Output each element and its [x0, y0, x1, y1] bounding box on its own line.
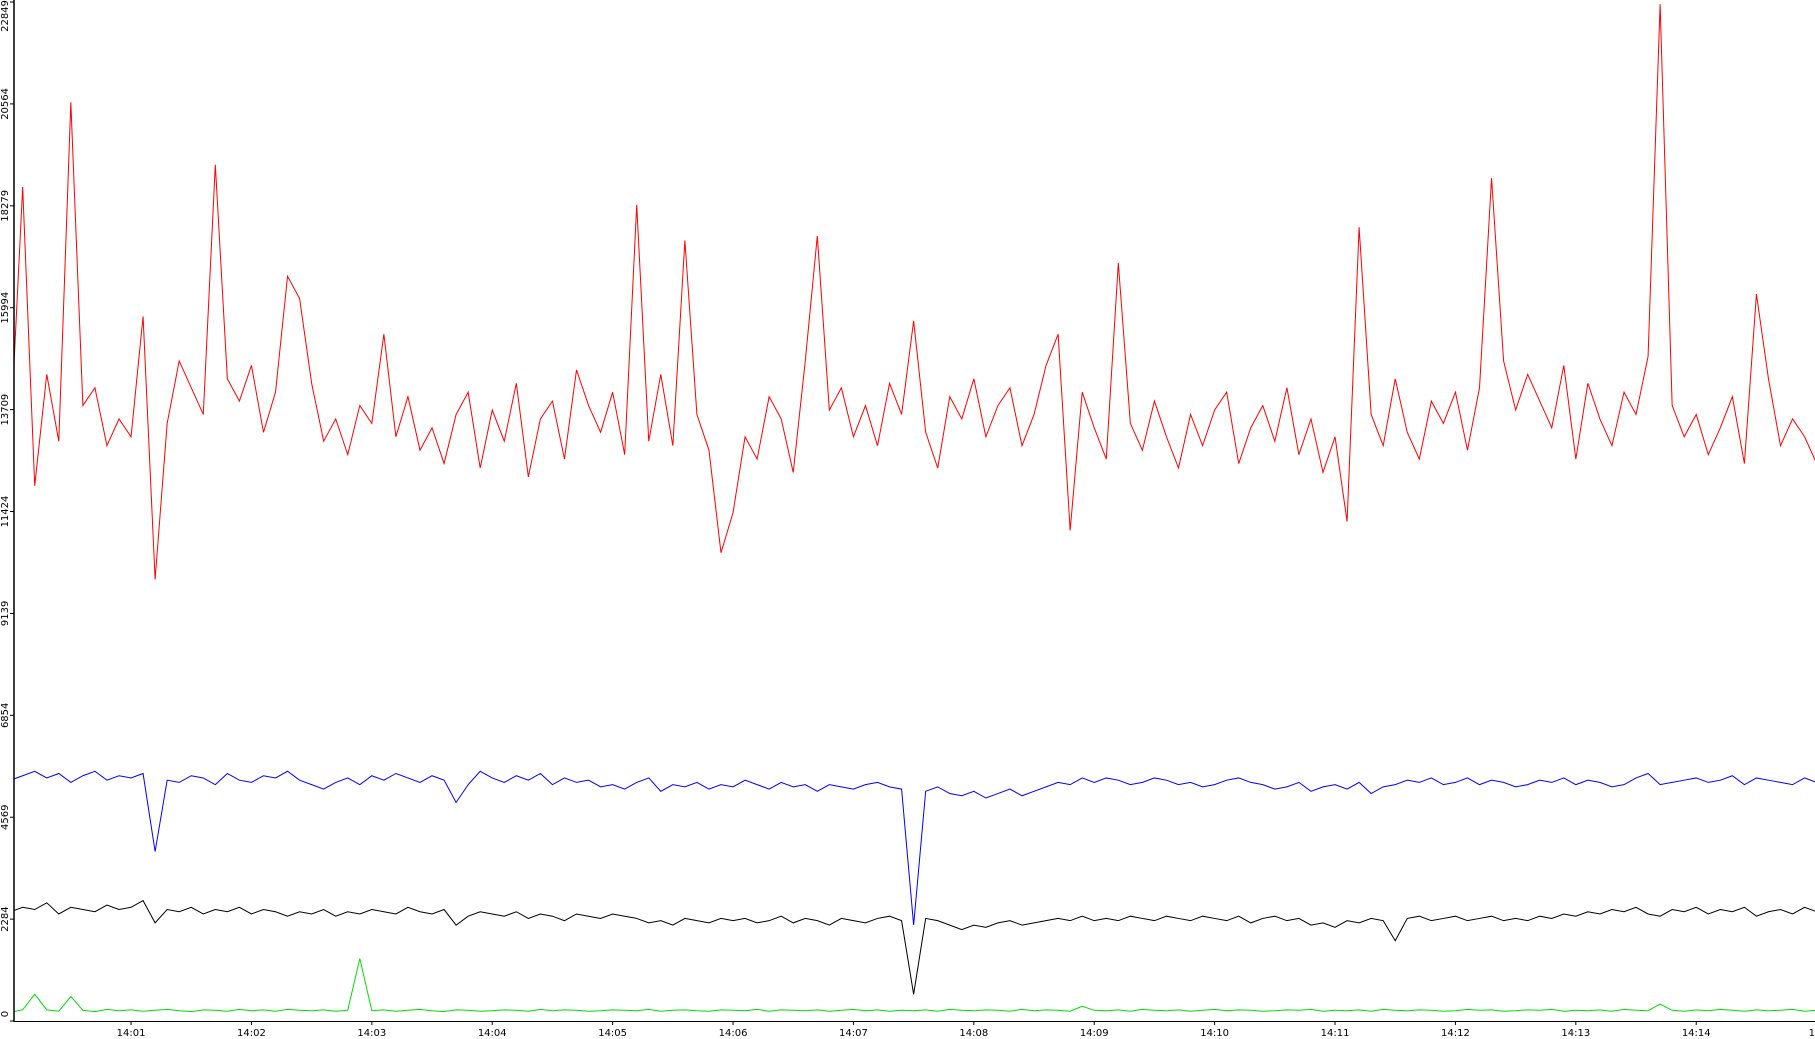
- y-tick-label: 15994: [0, 292, 11, 324]
- x-tick-label: 14:13: [1561, 1028, 1590, 1039]
- series-line: [14, 899, 1815, 995]
- y-tick-label: 18279: [0, 190, 11, 222]
- x-tick-label: 14:10: [1200, 1028, 1229, 1039]
- x-tick-label: 14:11: [1321, 1028, 1350, 1039]
- plot-area: [14, 4, 1815, 1013]
- series-line: [14, 770, 1815, 926]
- x-tick-label: 14:09: [1080, 1028, 1109, 1039]
- y-tick-label: 22849: [0, 0, 11, 32]
- series-line: [14, 4, 1815, 580]
- x-tick-label: 14:14: [1682, 1028, 1711, 1039]
- x-tick-label: 14:07: [839, 1028, 868, 1039]
- x-tick-label: 14:04: [478, 1028, 507, 1039]
- x-tick-label: 14:02: [237, 1028, 266, 1039]
- x-tick-label: 14:05: [598, 1028, 627, 1039]
- y-tick-label: 6854: [0, 703, 11, 728]
- series-line: [14, 958, 1815, 1013]
- y-tick-label: 2284: [0, 906, 11, 931]
- x-tick-label: 14:01: [117, 1028, 146, 1039]
- x-tick-label: 14:08: [959, 1028, 988, 1039]
- y-tick-label: 4569: [0, 805, 11, 830]
- y-tick-label: 9139: [0, 601, 11, 626]
- y-tick-label: 20564: [0, 88, 11, 120]
- y-tick-label: 0: [0, 1011, 11, 1017]
- x-tick-label: 14:06: [719, 1028, 748, 1039]
- y-tick-label: 11424: [0, 496, 11, 528]
- y-tick-label: 13709: [0, 394, 11, 426]
- x-tick-label: 14:03: [357, 1028, 386, 1039]
- x-tick-label: 14:: [1809, 1028, 1815, 1039]
- x-tick-label: 14:12: [1441, 1028, 1470, 1039]
